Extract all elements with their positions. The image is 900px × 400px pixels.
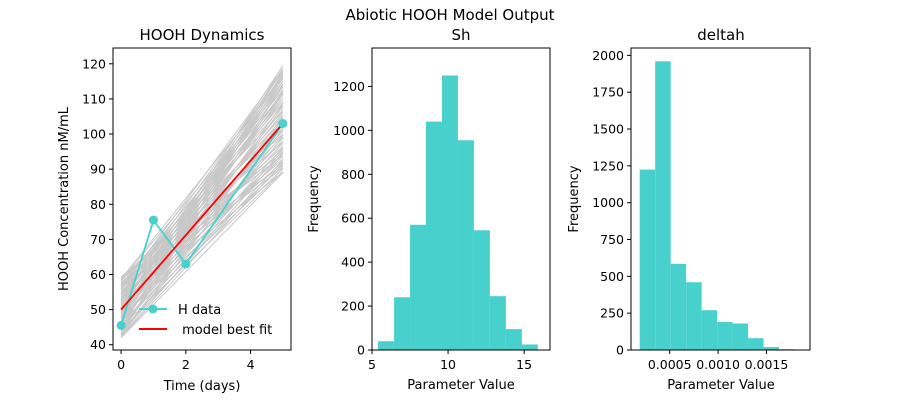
- y-tick-label: 400: [341, 255, 365, 270]
- ax1-title: Sh: [451, 26, 470, 44]
- x-tick-label: 0: [117, 357, 125, 372]
- y-tick-label: 110: [82, 91, 106, 106]
- histogram-bar: [748, 338, 764, 350]
- x-tick-label: 0.0005: [648, 357, 692, 372]
- ax0-frame: [112, 47, 292, 351]
- y-tick-label: 120: [82, 56, 106, 71]
- y-tick-label: 1250: [592, 158, 624, 173]
- ax2-frame: [630, 47, 811, 351]
- y-tick-label: 750: [600, 232, 624, 247]
- histogram-bar: [670, 263, 687, 350]
- x-tick-label: 15: [516, 357, 532, 372]
- ensemble-line: [120, 111, 284, 316]
- y-tick-label: 90: [90, 162, 106, 177]
- data-series-line: [120, 122, 284, 326]
- y-tick-label: 70: [90, 232, 106, 247]
- histogram-bar: [489, 296, 506, 350]
- ax0-ticks: 40 50 60 70 80 90 100 110 120 0 2 4: [82, 56, 254, 372]
- ax1-ticks: 0 200 400 600 800 1000 1200 5 10 15: [333, 79, 532, 372]
- ensemble-line: [120, 75, 284, 333]
- ax2-plot-area: [639, 61, 795, 350]
- y-tick-label: 500: [600, 269, 624, 284]
- histogram-bar: [686, 282, 702, 350]
- ax1-ylabel: Frequency: [307, 165, 322, 232]
- ax2-title: deltah: [697, 26, 745, 44]
- ensemble-line: [120, 86, 284, 304]
- ensemble-line: [120, 93, 284, 324]
- y-tick-label: 0: [357, 343, 365, 358]
- y-tick-label: 600: [341, 211, 365, 226]
- y-tick-label: 2000: [592, 48, 624, 63]
- figure-suptitle: Abiotic HOOH Model Output: [345, 6, 554, 24]
- x-tick-label: 2: [182, 357, 190, 372]
- ax0-ylabel: HOOH Concentration nM/mL: [57, 106, 72, 291]
- legend-data-marker: [148, 304, 158, 314]
- histogram-bar: [505, 329, 522, 350]
- legend-fit-label: model best fit: [178, 323, 272, 338]
- histogram-bar: [426, 121, 442, 350]
- y-tick-label: 60: [90, 267, 106, 282]
- histogram-bar: [378, 341, 395, 350]
- histogram-bar: [473, 230, 490, 350]
- y-tick-label: 800: [341, 167, 365, 182]
- ax2-ticks: 0 250 500 750 1000 1250 1500 1750 2000 0.0005 0.00…: [592, 48, 788, 372]
- histogram-bar: [655, 61, 671, 350]
- data-point: [148, 215, 158, 225]
- data-point: [278, 119, 288, 128]
- x-tick-label: 0.0015: [745, 357, 789, 372]
- hooh-dynamics-axes: HOOH Dynamics 40 50 60 70 80 90 100 110 120 0 2 4 T…: [57, 26, 292, 394]
- y-tick-label: 1500: [592, 122, 624, 137]
- y-tick-label: 250: [600, 306, 624, 321]
- y-tick-label: 200: [341, 299, 365, 314]
- histogram-bar: [457, 140, 474, 350]
- y-tick-label: 1000: [333, 123, 365, 138]
- histogram-bar: [394, 297, 411, 350]
- histogram-bar: [732, 323, 749, 350]
- deltah-histogram-axes: deltah 0 250 500 750 1000 1250 1500 1750 2000 0.0…: [567, 26, 811, 393]
- x-tick-label: 5: [368, 357, 376, 372]
- x-tick-label: 4: [247, 357, 255, 372]
- ensemble-line: [120, 68, 284, 313]
- histogram-bar: [717, 322, 733, 350]
- y-tick-label: 0: [616, 343, 624, 358]
- ax0-xlabel: Time (days): [163, 379, 241, 394]
- ax0-plot-area: [116, 65, 288, 339]
- ax2-ylabel: Frequency: [567, 165, 582, 232]
- ensemble-line: [120, 137, 284, 327]
- ensemble-line: [120, 168, 284, 323]
- histogram-bar: [521, 344, 538, 350]
- ensemble-line: [120, 152, 284, 337]
- y-tick-label: 100: [82, 127, 106, 142]
- ensemble-line: [120, 172, 284, 339]
- y-tick-label: 40: [90, 337, 106, 352]
- x-tick-label: 10: [440, 357, 456, 372]
- best-fit-line: [120, 122, 284, 311]
- y-tick-label: 1750: [592, 85, 624, 100]
- data-point: [116, 320, 126, 330]
- y-tick-label: 1000: [592, 195, 624, 210]
- y-tick-label: 50: [90, 302, 106, 317]
- histogram-bar: [639, 169, 656, 350]
- histogram-bar: [441, 75, 458, 351]
- x-tick-label: 0.0010: [696, 357, 740, 372]
- y-tick-label: 80: [90, 197, 106, 212]
- histogram-bar: [763, 347, 780, 350]
- histogram-bar: [701, 310, 718, 350]
- y-tick-label: 1200: [333, 79, 365, 94]
- histogram-bar: [410, 224, 427, 350]
- ax0-legend: H data model best fit: [139, 303, 272, 338]
- ax1-frame: [371, 47, 551, 351]
- ensemble-line: [120, 74, 284, 299]
- ensemble-line: [120, 124, 284, 321]
- legend-data-label: H data: [178, 303, 221, 318]
- ax0-title: HOOH Dynamics: [140, 26, 265, 44]
- ax2-xlabel: Parameter Value: [667, 378, 774, 393]
- ax1-plot-area: [378, 75, 538, 351]
- sh-histogram-axes: Sh 0 200 400 600 800 1000 1200 5 10 15 Parameter …: [307, 26, 551, 393]
- ax1-xlabel: Parameter Value: [407, 378, 514, 393]
- data-point: [181, 259, 191, 269]
- ensemble-line: [120, 171, 284, 328]
